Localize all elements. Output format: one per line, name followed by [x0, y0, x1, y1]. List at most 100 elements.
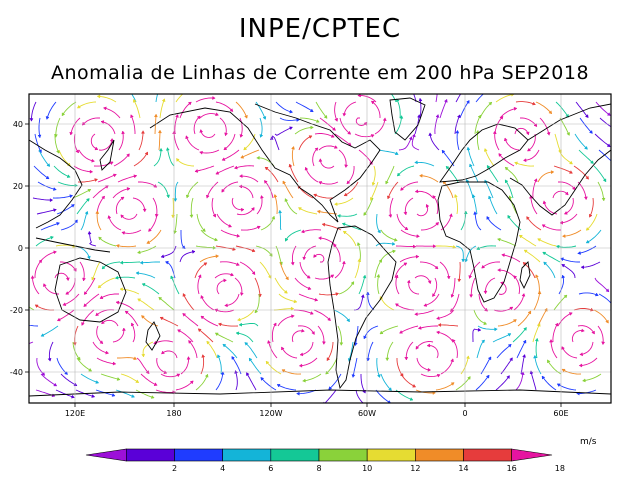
streamline-arrowhead	[602, 178, 607, 183]
streamline-arrowhead	[278, 209, 283, 214]
streamline-arrowhead	[214, 237, 218, 242]
streamline	[418, 325, 438, 329]
streamline	[500, 357, 513, 375]
streamline	[508, 195, 518, 215]
streamline-arrowhead	[150, 395, 155, 399]
streamline-arrowhead	[144, 151, 149, 156]
streamline-arrowhead	[94, 178, 98, 182]
streamline-arrowhead	[337, 213, 341, 218]
streamline	[80, 211, 88, 231]
streamline-arrowhead	[100, 120, 105, 124]
streamline	[108, 215, 122, 231]
streamline-arrowhead	[121, 327, 126, 331]
streamline	[214, 273, 234, 279]
streamline	[560, 257, 580, 263]
streamline	[396, 98, 401, 119]
streamline-arrowhead	[346, 318, 350, 323]
streamline	[56, 204, 75, 215]
streamline	[427, 345, 439, 359]
streamline-arrowhead	[588, 130, 593, 134]
streamline	[532, 178, 538, 199]
streamline	[561, 264, 576, 279]
streamline-arrowhead	[244, 342, 249, 346]
streamline	[379, 325, 399, 335]
streamline-arrowhead	[561, 264, 566, 268]
streamline-arrowhead	[308, 135, 313, 139]
streamline	[77, 178, 98, 183]
streamline-arrowhead	[188, 340, 192, 344]
streamline-arrowhead	[534, 337, 539, 342]
streamline-arrowhead	[333, 145, 338, 149]
streamline	[135, 272, 156, 279]
streamline-arrowhead	[201, 228, 206, 232]
streamline	[118, 131, 124, 151]
streamline	[495, 94, 515, 103]
streamline	[557, 312, 573, 327]
streamline-arrowhead	[56, 221, 60, 226]
x-tick-label: 180	[166, 409, 181, 418]
streamline-arrowhead	[450, 294, 455, 298]
streamline	[73, 165, 93, 173]
streamline	[553, 165, 573, 174]
streamline-arrowhead	[214, 332, 219, 337]
asia-coastline	[509, 103, 611, 216]
streamline	[259, 261, 272, 279]
streamline	[99, 293, 120, 299]
streamline	[597, 181, 605, 201]
streamline-arrowhead	[477, 114, 482, 119]
streamline-arrowhead	[455, 129, 460, 134]
streamline-arrowhead	[19, 321, 22, 324]
streamline	[477, 325, 498, 330]
streamline-arrowhead	[333, 243, 337, 248]
streamline	[103, 107, 121, 119]
streamline-arrowhead	[197, 328, 202, 333]
streamline	[423, 293, 440, 307]
streamline-arrowhead	[353, 342, 358, 347]
streamline-arrowhead	[61, 112, 66, 117]
streamline	[240, 225, 261, 231]
streamline	[138, 181, 157, 188]
streamline-arrowhead	[527, 310, 532, 315]
streamline-arrowhead	[341, 260, 346, 265]
streamline-arrowhead	[415, 254, 420, 259]
streamline-arrowhead	[318, 236, 322, 241]
streamline	[479, 101, 493, 119]
streamline-arrowhead	[53, 382, 58, 387]
streamline	[455, 94, 462, 103]
streamline	[174, 181, 179, 202]
streamline	[303, 245, 317, 260]
streamline-arrowhead	[41, 372, 46, 376]
streamline	[112, 327, 125, 343]
streamline	[460, 355, 469, 375]
streamline	[274, 126, 293, 136]
colorbar-tick-labels: 2 4 6 8 10 12 14 16 18	[172, 464, 565, 473]
streamline	[475, 374, 490, 391]
streamline-arrowhead	[284, 237, 289, 242]
streamline-arrowhead	[465, 100, 470, 104]
streamline-arrowhead	[414, 312, 418, 317]
africa-coastline	[437, 181, 521, 303]
streamline-arrowhead	[120, 214, 125, 219]
streamline	[34, 259, 43, 278]
streamline-arrowhead	[584, 114, 589, 118]
streamline-arrowhead	[232, 247, 236, 251]
streamline	[275, 245, 283, 266]
streamline	[115, 389, 135, 398]
streamline	[579, 357, 598, 367]
streamline-arrowhead	[579, 352, 584, 357]
streamline	[585, 229, 602, 244]
streamline	[70, 117, 81, 136]
streamline-arrowhead	[302, 256, 307, 261]
streamline-arrowhead	[315, 119, 320, 123]
streamline-arrowhead	[291, 314, 295, 319]
streamline-arrowhead	[425, 203, 430, 208]
streamline	[235, 101, 248, 119]
streamline	[313, 309, 331, 322]
streamline	[260, 216, 275, 231]
streamline-arrowhead	[293, 299, 298, 304]
streamline-arrowhead	[91, 158, 95, 163]
streamline	[558, 149, 573, 165]
streamline-arrowhead	[606, 112, 611, 116]
streamline-arrowhead	[126, 187, 131, 191]
streamline	[436, 245, 456, 249]
